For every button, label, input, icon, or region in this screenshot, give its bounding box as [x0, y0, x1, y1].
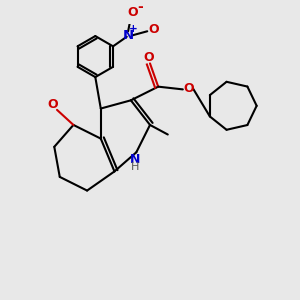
Text: N: N	[122, 29, 134, 42]
Text: -: -	[137, 0, 143, 14]
Text: +: +	[129, 24, 138, 34]
Text: O: O	[184, 82, 194, 95]
Text: H: H	[131, 161, 139, 172]
Text: O: O	[48, 98, 58, 111]
Text: N: N	[130, 153, 140, 167]
Text: O: O	[143, 51, 154, 64]
Text: O: O	[148, 23, 159, 36]
Text: O: O	[127, 6, 137, 19]
